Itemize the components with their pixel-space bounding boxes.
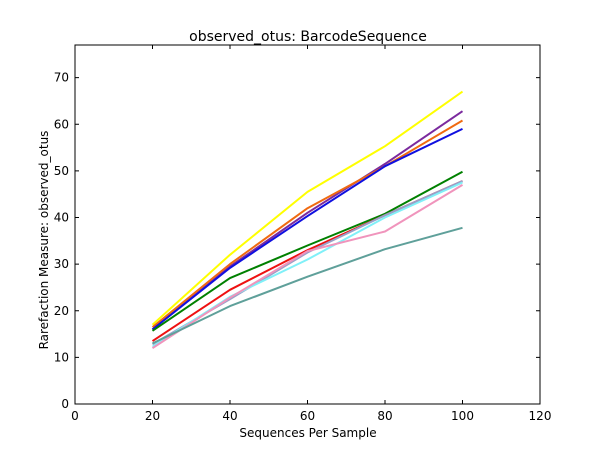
- series-line-7: [151, 180, 463, 346]
- y-tick-label: 30: [54, 257, 69, 271]
- series-line-4: [151, 127, 463, 331]
- y-axis-label: Rarefaction Measure: observed_otus: [37, 131, 51, 350]
- y-tick-label: 10: [54, 350, 69, 364]
- y-tick-label: 20: [54, 304, 69, 318]
- series-line-10: [152, 226, 463, 345]
- y-tick-label: 0: [61, 397, 69, 411]
- series-layer: [151, 90, 464, 349]
- x-tick-label: 0: [71, 409, 79, 423]
- y-tick-label: 70: [54, 71, 69, 85]
- series-line-9: [151, 184, 464, 349]
- x-tick-label: 120: [529, 409, 552, 423]
- chart-title: observed_otus: BarcodeSequence: [189, 29, 427, 45]
- series-line-5: [151, 170, 463, 332]
- x-tick-label: 40: [222, 409, 237, 423]
- x-tick-label: 80: [377, 409, 392, 423]
- series-line-3: [151, 119, 464, 328]
- y-tick-label: 50: [54, 164, 69, 178]
- plot-frame: [74, 44, 541, 405]
- tick-layer: 0 20 40 60 80 100 120 0 10 20 30 40 50 60 70: [54, 45, 552, 423]
- x-axis-label: Sequences Per Sample: [239, 426, 376, 440]
- x-tick-label: 60: [300, 409, 315, 423]
- series-line-2: [151, 110, 464, 331]
- series-line-1: [151, 90, 464, 326]
- x-tick-label: 100: [451, 409, 474, 423]
- y-tick-label: 60: [54, 117, 69, 131]
- x-tick-label: 20: [145, 409, 160, 423]
- y-tick-label: 40: [54, 211, 69, 225]
